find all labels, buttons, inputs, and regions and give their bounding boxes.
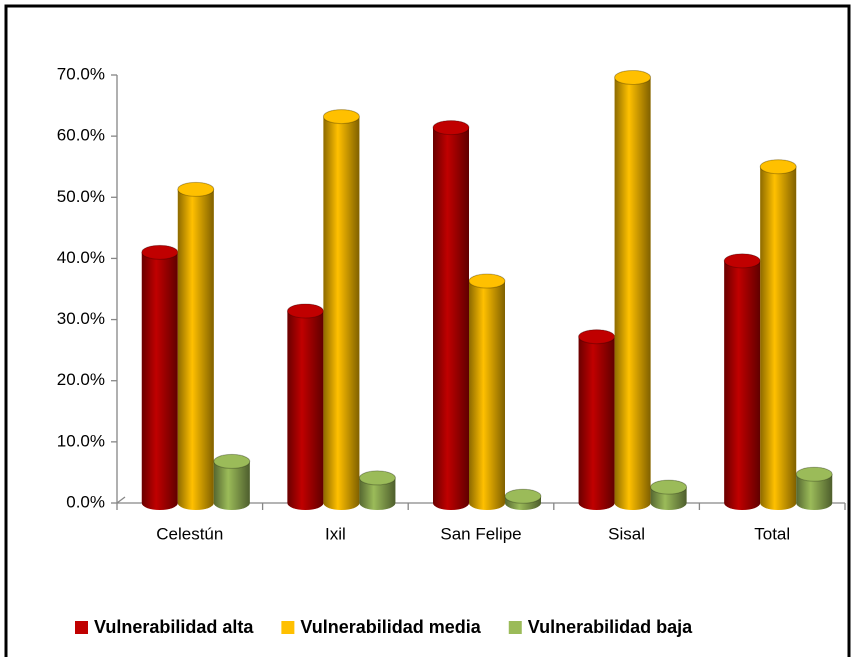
bar-top (795, 466, 833, 482)
x-tick-label: Sisal (608, 524, 645, 543)
bar-shade (213, 454, 250, 511)
legend-swatch (281, 621, 295, 634)
chart-frame (4, 4, 851, 657)
bar-top (759, 159, 797, 175)
bar-shade (469, 274, 505, 510)
bar-top (286, 303, 324, 319)
legend-swatch (75, 621, 88, 634)
bar-shade (323, 109, 360, 511)
y-tick-label: 0.0% (66, 492, 105, 511)
bar-shade (614, 70, 651, 511)
bar-shade (141, 245, 178, 511)
bar-top (614, 69, 652, 85)
bar-top (213, 453, 251, 469)
bar-top (322, 109, 360, 125)
legend-label: Vulnerabilidad alta (94, 617, 254, 637)
y-tick-label: 70.0% (57, 64, 105, 83)
bar-top (650, 479, 688, 495)
y-tick-label: 60.0% (57, 126, 105, 145)
bar-top (358, 470, 396, 486)
bar-top (432, 120, 470, 136)
y-tick-label: 50.0% (57, 187, 105, 206)
x-axis-depth (116, 496, 126, 504)
x-tick-label: Total (754, 524, 790, 543)
bar-top (578, 329, 616, 345)
bar-top (141, 244, 179, 260)
bar-top (468, 273, 506, 289)
legend-label: Vulnerabilidad baja (528, 617, 693, 637)
bar-shade (578, 329, 615, 511)
legend-label: Vulnerabilidad media (300, 617, 481, 637)
bar-top (504, 488, 542, 504)
bar-shade (433, 120, 469, 510)
bar-top (177, 181, 215, 197)
legend-swatch (508, 621, 522, 634)
y-tick-label: 40.0% (57, 248, 105, 267)
bar-shade (760, 159, 797, 511)
y-tick-label: 20.0% (57, 370, 105, 389)
bar-top (723, 253, 761, 269)
bar-shade (287, 304, 324, 511)
y-tick-label: 10.0% (57, 431, 105, 450)
x-tick-label: Ixil (325, 524, 346, 543)
x-tick-label: San Felipe (440, 524, 521, 543)
bar-shade (177, 182, 214, 511)
bar-shade (724, 253, 761, 511)
x-tick-label: Celestún (156, 524, 223, 543)
y-tick-label: 30.0% (57, 309, 105, 328)
